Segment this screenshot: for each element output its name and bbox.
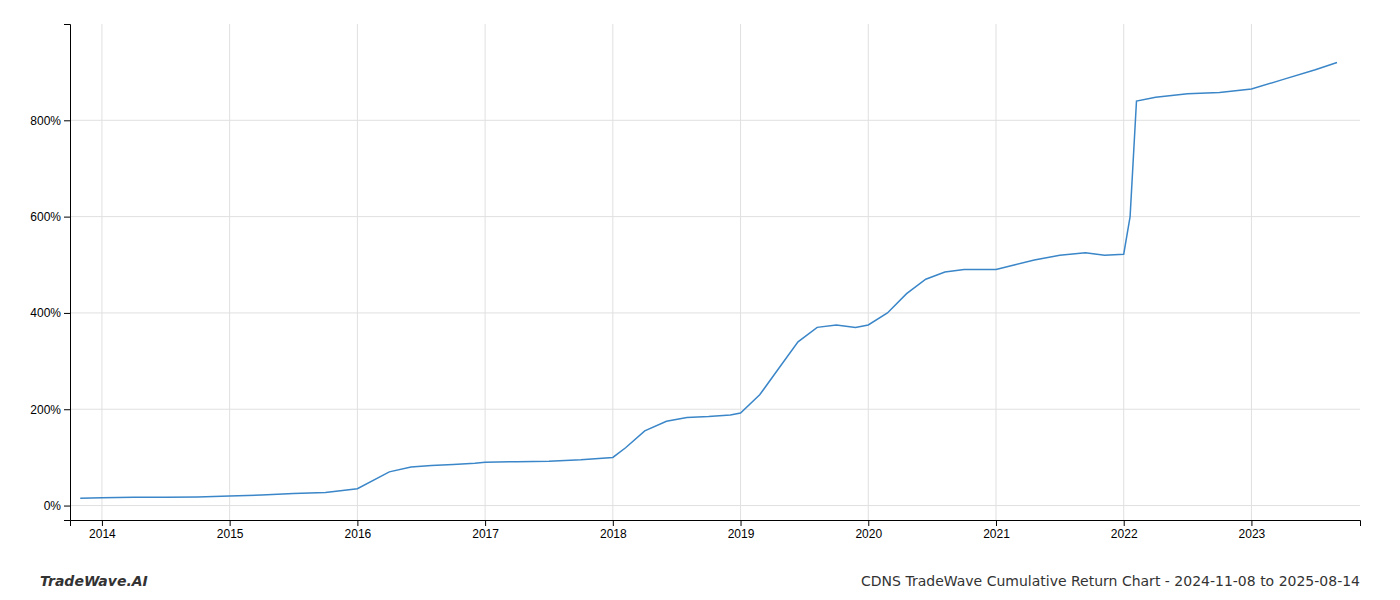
line <box>80 63 1337 499</box>
tick-mark <box>1124 520 1125 526</box>
tick-label: 2022 <box>1111 527 1138 541</box>
annotation: TradeWave.AI <box>40 573 148 589</box>
tick-mark <box>868 520 869 526</box>
grid-line <box>70 312 1360 313</box>
title: CDNS TradeWave Cumulative Return Chart -… <box>861 573 1360 589</box>
tick-label: 2019 <box>728 527 755 541</box>
tick-label: 2017 <box>472 527 499 541</box>
grid-line <box>612 24 613 520</box>
grid-line <box>868 24 869 520</box>
grid-line <box>70 120 1360 121</box>
tick: 400% <box>30 306 70 320</box>
grid-line <box>101 24 102 520</box>
tick-label: 2015 <box>217 527 244 541</box>
tick: 2014 <box>89 520 116 541</box>
axis-line <box>71 521 1361 527</box>
axis-line <box>64 25 71 521</box>
grid-line <box>229 24 230 520</box>
tick: 2020 <box>855 520 882 541</box>
chart: 2014 2015 2016 2017 2018 2019 2020 2021 2022 2023… <box>0 0 1400 600</box>
tick-label: 800% <box>30 114 61 128</box>
grid-line <box>357 24 358 520</box>
grid-line <box>995 24 996 520</box>
plot: 2014 2015 2016 2017 2018 2019 2020 2021 2022 2023… <box>30 24 1360 541</box>
tick: 0% <box>44 499 70 513</box>
tick-mark <box>64 313 70 314</box>
tick-mark <box>613 520 614 526</box>
tick-label: 600% <box>30 210 61 224</box>
grid-line <box>70 409 1360 410</box>
grid-line <box>70 216 1360 217</box>
tick-label: 2016 <box>345 527 372 541</box>
tick-mark <box>64 217 70 218</box>
grid <box>70 24 1360 520</box>
marks <box>80 63 1337 499</box>
x-axis: 2014 2015 2016 2017 2018 2019 2020 2021 2022 2023 <box>71 520 1361 541</box>
tick-mark <box>996 520 997 526</box>
tick-mark <box>64 120 70 121</box>
tick: 2019 <box>728 520 755 541</box>
tick: 2016 <box>345 520 372 541</box>
tick-mark <box>485 520 486 526</box>
tick-label: 2014 <box>89 527 116 541</box>
grid-line <box>70 505 1360 506</box>
tick-label: 400% <box>30 306 61 320</box>
tick: 600% <box>30 210 70 224</box>
tick: 2021 <box>983 520 1010 541</box>
tick: 2017 <box>472 520 499 541</box>
tick-mark <box>102 520 103 526</box>
tick-mark <box>741 520 742 526</box>
grid-line <box>485 24 486 520</box>
tick: 2023 <box>1239 520 1266 541</box>
tick: 2015 <box>217 520 244 541</box>
tick-mark <box>230 520 231 526</box>
tick-label: 200% <box>30 403 61 417</box>
grid-line <box>1123 24 1124 520</box>
y-axis: 0% 200% 400% 600% 800% <box>30 25 70 521</box>
tick-label: 2020 <box>855 527 882 541</box>
grid-line <box>1251 24 1252 520</box>
tick-mark <box>64 409 70 410</box>
tick-label: 2023 <box>1239 527 1266 541</box>
tick: 2022 <box>1111 520 1138 541</box>
tick: 800% <box>30 114 70 128</box>
tick: 200% <box>30 403 70 417</box>
tick-label: 2018 <box>600 527 627 541</box>
tick-mark <box>357 520 358 526</box>
grid-line <box>740 24 741 520</box>
tick-mark <box>1251 520 1252 526</box>
tick-mark <box>64 506 70 507</box>
tick-label: 2021 <box>983 527 1010 541</box>
tick-label: 0% <box>44 499 62 513</box>
tick: 2018 <box>600 520 627 541</box>
